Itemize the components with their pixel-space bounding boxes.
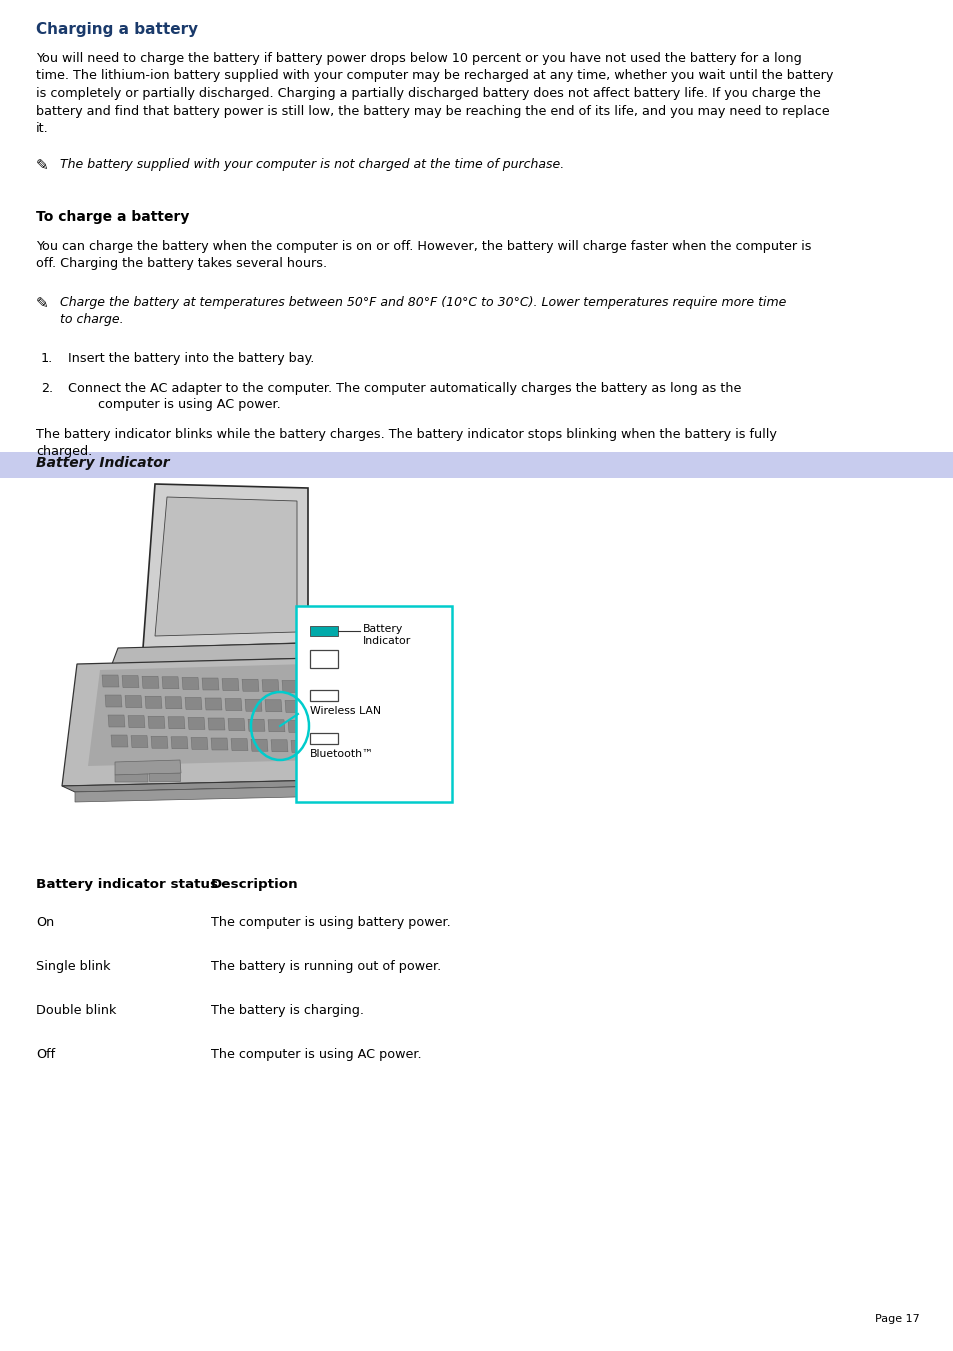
Text: Charging a battery: Charging a battery [36,22,198,36]
Polygon shape [225,698,242,711]
Polygon shape [282,681,298,693]
Polygon shape [88,663,319,766]
Polygon shape [115,774,148,782]
Polygon shape [285,700,302,712]
Polygon shape [148,716,165,728]
FancyBboxPatch shape [295,607,452,802]
Polygon shape [112,643,314,663]
Bar [310,734,337,744]
Polygon shape [108,715,125,727]
Polygon shape [211,738,228,750]
Text: Battery
Indicator: Battery Indicator [363,624,411,646]
Polygon shape [122,676,139,688]
Text: computer is using AC power.: computer is using AC power. [98,399,280,411]
Polygon shape [205,698,222,711]
Text: Bluetooth™: Bluetooth™ [310,748,374,759]
Polygon shape [168,717,185,728]
Polygon shape [228,719,245,731]
Polygon shape [248,719,265,731]
Polygon shape [111,735,128,747]
Polygon shape [242,680,258,692]
Polygon shape [165,697,182,709]
Polygon shape [102,676,119,688]
Polygon shape [288,720,305,732]
Text: Wireless LAN: Wireless LAN [310,707,381,716]
Text: ✎: ✎ [36,296,49,311]
Polygon shape [62,658,330,786]
Polygon shape [231,739,248,751]
Text: 1.: 1. [41,353,53,365]
Text: The battery indicator blinks while the battery charges. The battery indicator st: The battery indicator blinks while the b… [36,428,776,458]
Polygon shape [151,736,168,748]
Polygon shape [185,697,202,709]
Polygon shape [291,740,308,753]
Polygon shape [251,739,268,751]
Text: The computer is using battery power.: The computer is using battery power. [211,916,450,929]
Text: Charge the battery at temperatures between 50°F and 80°F (10°C to 30°C). Lower t: Charge the battery at temperatures betwe… [60,296,785,327]
Text: Insert the battery into the battery bay.: Insert the battery into the battery bay. [68,353,314,365]
Bar [310,650,337,667]
Polygon shape [143,484,308,648]
Text: The computer is using AC power.: The computer is using AC power. [211,1048,421,1061]
Polygon shape [268,720,285,732]
Polygon shape [131,735,148,747]
Polygon shape [115,761,181,775]
Polygon shape [271,740,288,751]
Polygon shape [154,497,296,636]
Text: Single blink: Single blink [36,961,111,973]
Text: Battery indicator status: Battery indicator status [36,878,218,892]
Polygon shape [105,694,122,707]
Polygon shape [222,678,239,690]
Polygon shape [188,717,205,730]
Bar [0,453,953,478]
Polygon shape [162,677,179,689]
Polygon shape [182,677,199,689]
Polygon shape [265,700,282,712]
Text: Double blink: Double blink [36,1004,116,1017]
Text: Page 17: Page 17 [874,1315,919,1324]
Polygon shape [208,717,225,730]
Text: Description: Description [211,878,298,892]
Text: The battery supplied with your computer is not charged at the time of purchase.: The battery supplied with your computer … [60,158,563,172]
Text: On: On [36,916,54,929]
Polygon shape [149,773,180,781]
Polygon shape [128,716,145,728]
Text: You can charge the battery when the computer is on or off. However, the battery : You can charge the battery when the comp… [36,240,811,270]
Text: Connect the AC adapter to the computer. The computer automatically charges the b: Connect the AC adapter to the computer. … [68,382,740,394]
Text: Battery Indicator: Battery Indicator [36,457,170,470]
Polygon shape [202,678,219,690]
Bar [310,626,337,636]
Text: Off: Off [36,1048,55,1061]
Polygon shape [171,736,188,748]
Text: To charge a battery: To charge a battery [36,209,190,224]
Polygon shape [145,696,162,708]
Text: You will need to charge the battery if battery power drops below 10 percent or y: You will need to charge the battery if b… [36,51,833,135]
Text: 2.: 2. [41,382,53,394]
Text: ✎: ✎ [36,158,49,173]
Polygon shape [245,700,262,711]
Polygon shape [191,738,208,750]
Polygon shape [142,677,159,688]
Bar [310,690,337,701]
Text: The battery is charging.: The battery is charging. [211,1004,364,1017]
Polygon shape [62,780,336,792]
Polygon shape [262,680,278,692]
Text: The battery is running out of power.: The battery is running out of power. [211,961,441,973]
Polygon shape [125,696,142,708]
Polygon shape [75,786,339,802]
